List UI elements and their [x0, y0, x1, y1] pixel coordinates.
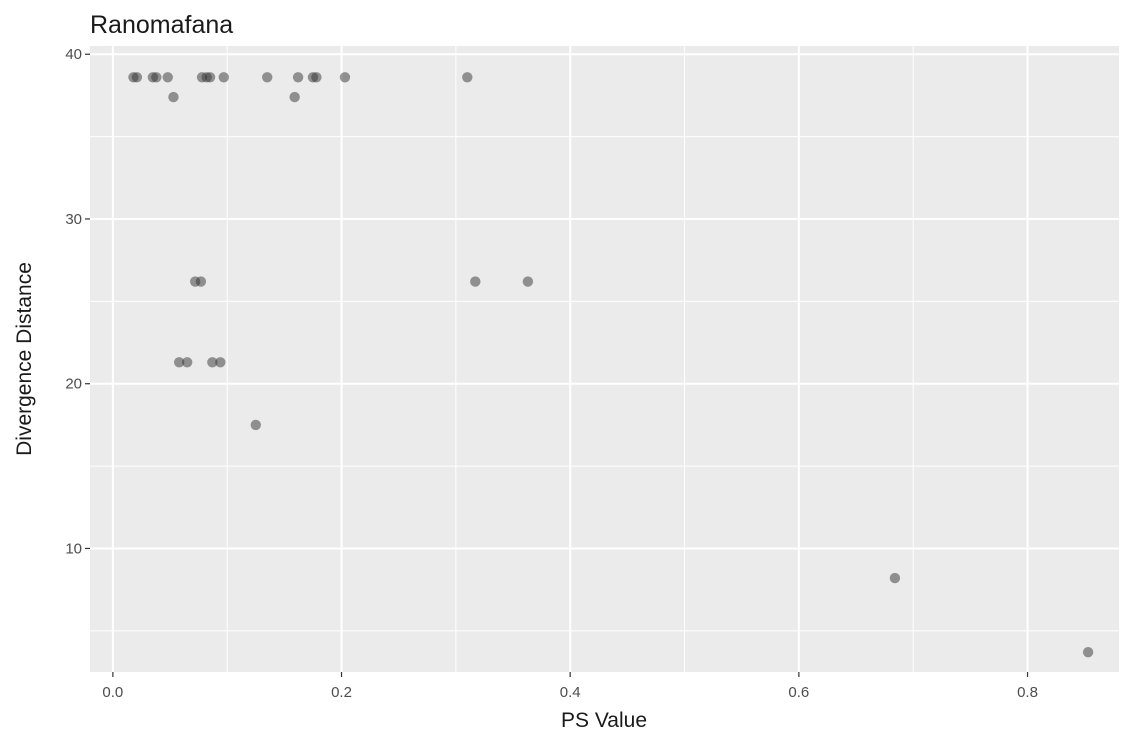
x-tick-label: 0.0 — [102, 684, 123, 701]
y-tick-label: 30 — [65, 211, 82, 228]
y-tick-label: 10 — [65, 540, 82, 557]
chart-title: Ranomafana — [90, 11, 233, 39]
x-axis-label: PS Value — [561, 709, 647, 732]
data-point — [311, 72, 322, 83]
data-point — [204, 72, 216, 83]
data-point — [292, 72, 304, 83]
data-point — [262, 72, 273, 83]
data-points — [128, 72, 1094, 658]
data-point — [462, 72, 473, 83]
minor-gridlines — [90, 46, 1119, 672]
data-point — [168, 91, 179, 103]
data-point — [889, 572, 901, 584]
major-gridlines — [90, 46, 1119, 672]
data-point — [151, 72, 162, 83]
data-point — [131, 72, 143, 83]
data-point — [470, 276, 481, 287]
data-point — [339, 72, 351, 83]
data-point — [195, 276, 207, 287]
x-tick-label: 0.8 — [1017, 684, 1038, 701]
y-axis-ticks: 10 20 30 40 — [65, 46, 90, 557]
plot-panel — [90, 46, 1119, 672]
x-axis-ticks: 0.0 0.2 0.4 0.6 0.8 — [102, 672, 1038, 701]
y-tick-label: 20 — [65, 376, 82, 393]
data-point — [215, 357, 226, 368]
x-tick-label: 0.2 — [331, 684, 352, 701]
data-point — [250, 419, 261, 431]
data-point — [181, 357, 193, 368]
y-axis-label: Divergence Distance — [13, 262, 36, 456]
data-point — [218, 72, 229, 83]
y-tick-label: 40 — [65, 46, 82, 63]
x-tick-label: 0.4 — [560, 684, 581, 701]
data-point — [289, 91, 300, 103]
data-point — [522, 276, 534, 287]
data-point — [162, 72, 173, 83]
data-point — [173, 357, 185, 368]
data-point — [1082, 647, 1094, 658]
data-point — [207, 357, 218, 368]
x-tick-label: 0.6 — [788, 684, 809, 701]
